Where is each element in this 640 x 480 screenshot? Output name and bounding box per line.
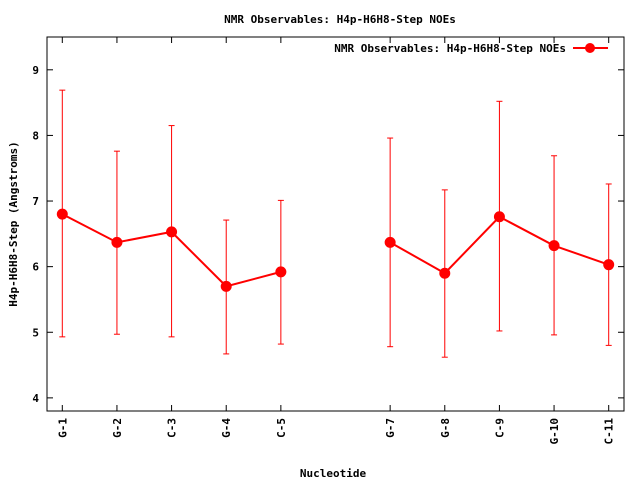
data-point [166, 226, 178, 238]
x-tick-label: G-10 [548, 418, 561, 445]
x-tick-label: G-2 [111, 418, 124, 438]
y-tick-label: 9 [32, 64, 39, 77]
series-layer [56, 89, 615, 358]
x-axis: G-1 G-2 C-3 G-4 C-5 G-7 G-8 C-9 G-10 C-11 [56, 37, 616, 445]
legend: NMR Observables: H4p-H6H8-Step NOEs [334, 42, 608, 55]
y-axis: 4 5 6 7 8 9 [32, 64, 624, 405]
data-point [384, 236, 396, 248]
y-tick-label: 5 [32, 326, 39, 339]
x-tick-label: G-8 [439, 418, 452, 438]
data-point [603, 259, 615, 271]
x-tick-label: G-4 [220, 418, 233, 438]
data-point [275, 266, 287, 278]
data-point [439, 267, 451, 279]
y-tick-label: 4 [32, 392, 39, 405]
data-point [220, 280, 232, 292]
data-point [548, 240, 560, 252]
x-axis-label: Nucleotide [300, 467, 367, 480]
y-tick-label: 8 [32, 129, 39, 142]
data-point [56, 208, 68, 220]
x-tick-label: C-5 [275, 418, 288, 438]
x-tick-label: C-3 [166, 418, 179, 438]
legend-marker [585, 43, 595, 53]
data-point [111, 236, 123, 248]
plot-frame [46, 36, 625, 412]
chart-title: NMR Observables: H4p-H6H8-Step NOEs [224, 13, 456, 26]
x-tick-label: C-11 [603, 418, 616, 445]
x-tick-label: G-1 [56, 418, 69, 438]
x-tick-label: C-9 [493, 418, 506, 438]
x-tick-label: G-7 [384, 418, 397, 438]
y-axis-label: H4p-H6H8-Step (Angstroms) [7, 141, 20, 307]
y-tick-label: 6 [32, 261, 39, 274]
y-tick-label: 7 [32, 195, 39, 208]
legend-label: NMR Observables: H4p-H6H8-Step NOEs [334, 42, 566, 55]
data-point [493, 211, 505, 223]
